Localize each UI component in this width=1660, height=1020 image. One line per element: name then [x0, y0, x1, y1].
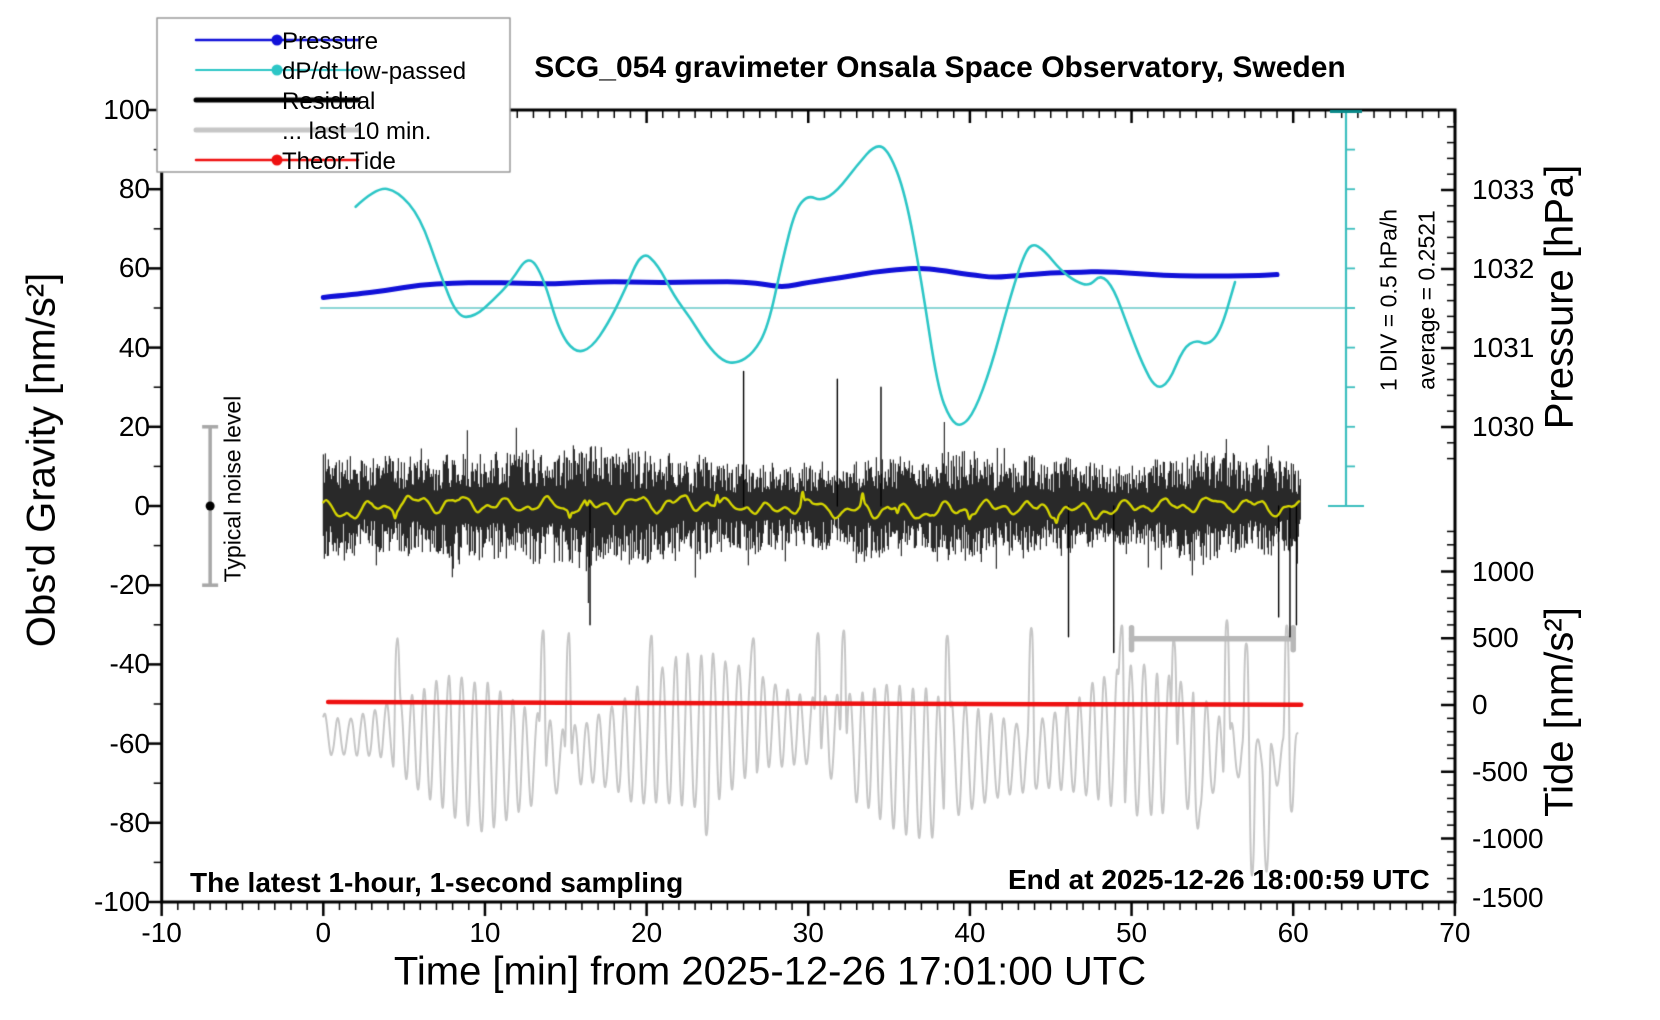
- noise-level-annotation: Typical noise level: [219, 395, 246, 583]
- gravity-tick-label: 100: [103, 94, 150, 125]
- gravity-tick-label: -100: [93, 886, 150, 917]
- gravity-tick-label: 20: [118, 410, 150, 442]
- pressure-tick-label: 1031: [1472, 332, 1535, 363]
- legend-item-last10: ... last 10 min.: [282, 118, 432, 145]
- pressure-tick-label: 1032: [1472, 253, 1535, 284]
- legend-item-residual: Residual: [282, 88, 376, 115]
- pressure-axis-label: Pressure [hPa]: [1537, 164, 1582, 430]
- legend-item-dpdt: dP/dt low-passed: [282, 58, 467, 85]
- gravity-axis-label: Obs'd Gravity [nm/s²]: [19, 272, 64, 648]
- tide-axis-label: Tide [nm/s²]: [1537, 607, 1582, 817]
- legend-item-pressure: Pressure: [282, 28, 379, 55]
- pressure-tick-label: 1030: [1472, 411, 1535, 442]
- x-tick-label: 20: [631, 917, 663, 948]
- x-axis-label: Time [min] from 2025-12-26 17:01:00 UTC: [393, 949, 1147, 994]
- sampling-annotation: The latest 1-hour, 1-second sampling: [190, 867, 684, 898]
- chart-title: SCG_054 gravimeter Onsala Space Observat…: [534, 51, 1346, 84]
- tide-tick-label: -1000: [1472, 822, 1544, 854]
- x-tick-label: 0: [315, 917, 332, 948]
- gravity-tick-label: 40: [118, 331, 150, 363]
- x-tick-label: 30: [792, 917, 824, 948]
- x-tick-label: 40: [954, 917, 986, 948]
- x-tick-label: 70: [1439, 917, 1471, 948]
- gravity-tick-label: -20: [109, 569, 150, 601]
- gravity-tick-label: 60: [118, 252, 150, 284]
- x-tick-label: 10: [469, 917, 501, 948]
- gravity-tick-label: 0: [134, 490, 150, 521]
- tide-tick-label: 0: [1472, 689, 1488, 720]
- gravity-tick-label: 80: [118, 173, 150, 205]
- average-annotation: average = 0.2521: [1413, 210, 1440, 390]
- legend-item-tide: Theor.Tide: [282, 148, 396, 175]
- tide-tick-label: -1500: [1472, 882, 1544, 913]
- tide-tick-label: 500: [1472, 622, 1519, 654]
- tide-tick-label: 1000: [1472, 555, 1535, 587]
- gravity-tick-label: -40: [109, 648, 150, 680]
- x-tick-label: 50: [1115, 917, 1148, 948]
- div-scale-annotation: 1 DIV = 0.5 hPa/h: [1375, 208, 1402, 392]
- x-tick-label: 60: [1277, 917, 1309, 948]
- pressure-tick-label: 1033: [1472, 174, 1535, 205]
- tide-tick-label: -500: [1472, 755, 1529, 787]
- gravity-tick-label: -80: [109, 806, 150, 838]
- gravity-tick-label: -60: [109, 727, 150, 759]
- end-time-annotation: End at 2025-12-26 18:00:59 UTC: [1008, 864, 1430, 895]
- x-tick-label: -10: [141, 917, 182, 948]
